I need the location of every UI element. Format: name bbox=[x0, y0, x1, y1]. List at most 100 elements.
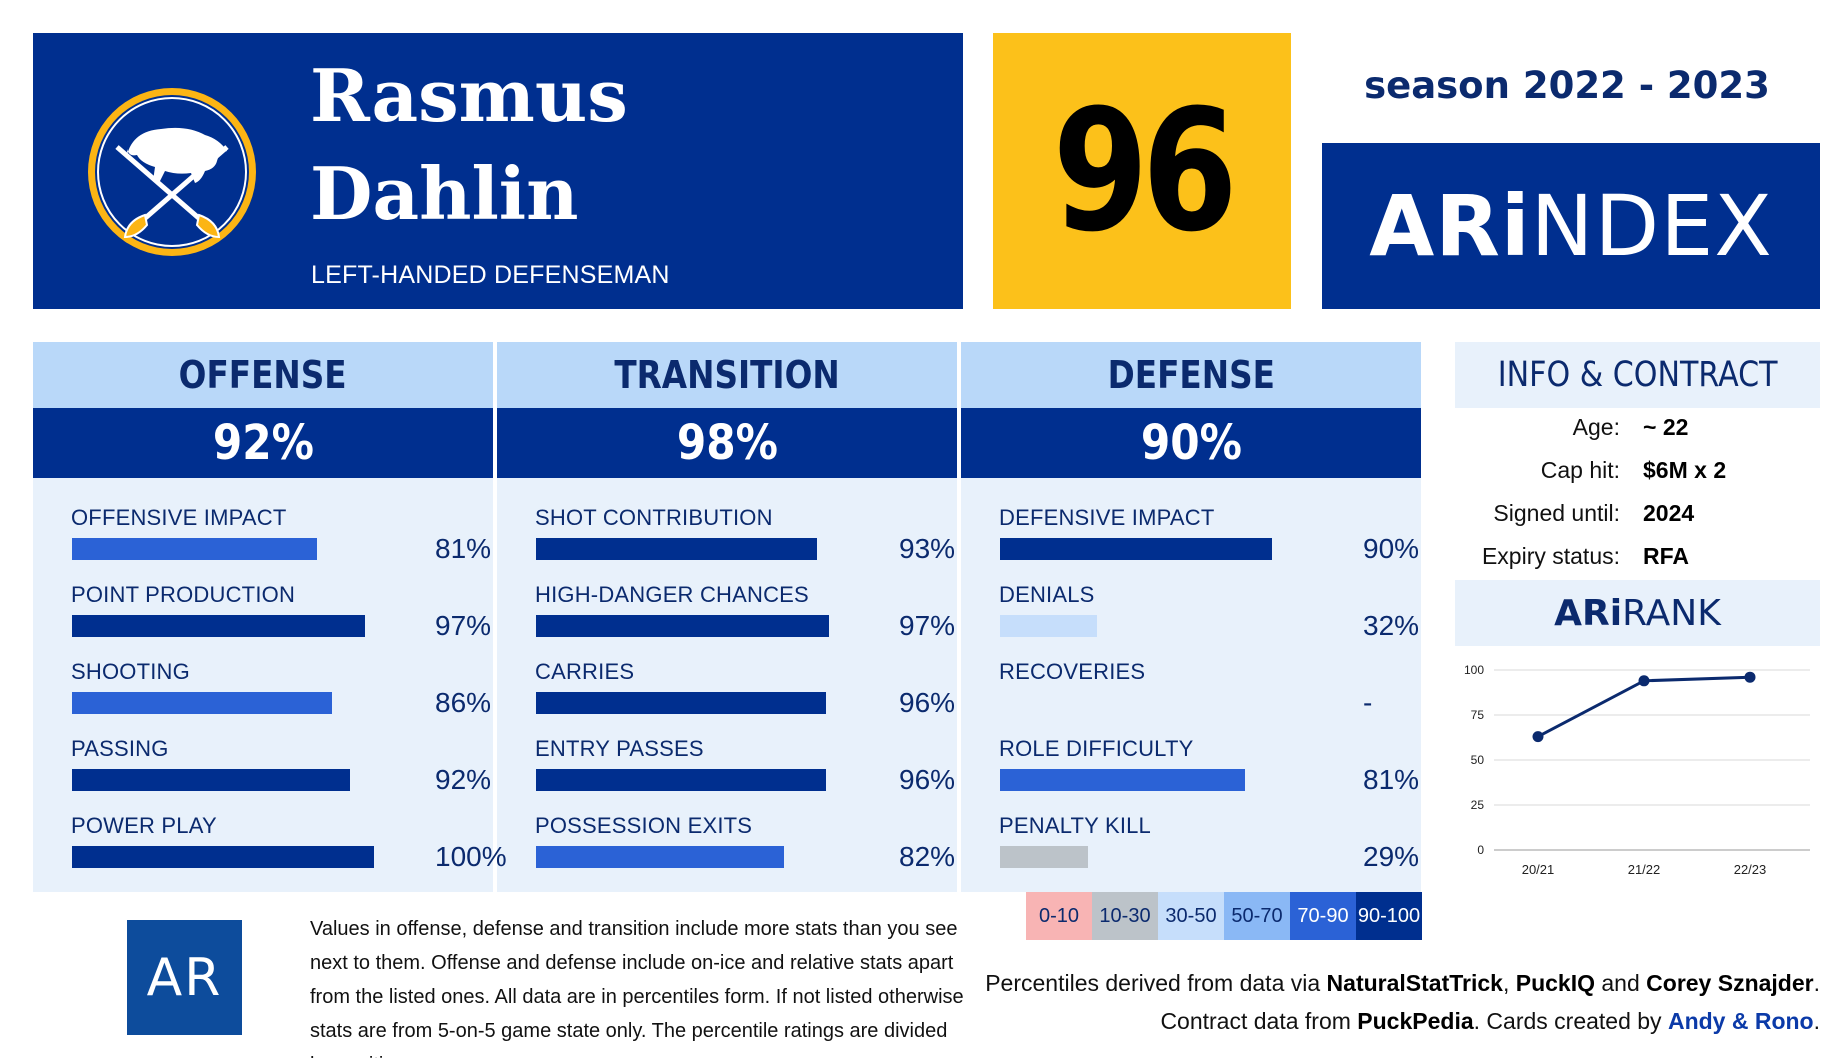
stat-label: OFFENSIVE IMPACT bbox=[71, 505, 287, 530]
transition-stat-row: POSSESSION EXITS 82% bbox=[535, 813, 955, 890]
transition-stat-row: CARRIES 96% bbox=[535, 659, 955, 736]
stat-bar bbox=[72, 538, 317, 560]
y-tick-label: 0 bbox=[1477, 843, 1484, 857]
y-tick-label: 75 bbox=[1471, 708, 1485, 722]
legend-item: 0-10 bbox=[1026, 892, 1092, 940]
stat-value: 82% bbox=[899, 841, 956, 872]
stat-bar bbox=[536, 692, 826, 714]
data-point bbox=[1744, 671, 1756, 683]
transition-stat-row: HIGH-DANGER CHANCES 97% bbox=[535, 582, 955, 659]
info-value: $6M x 2 bbox=[1643, 457, 1727, 483]
info-contract-title: INFO & CONTRACT bbox=[1455, 342, 1820, 408]
stat-bar bbox=[1000, 769, 1245, 791]
info-key: Signed until: bbox=[1493, 500, 1620, 526]
stat-value: 96% bbox=[899, 687, 956, 718]
stat-bar bbox=[72, 692, 332, 714]
stat-bar bbox=[72, 846, 374, 868]
stat-label: ROLE DIFFICULTY bbox=[999, 736, 1194, 761]
transition-title: TRANSITION bbox=[497, 342, 957, 408]
stat-label: POINT PRODUCTION bbox=[71, 582, 296, 607]
defense-stat-row: ROLE DIFFICULTY 81% bbox=[999, 736, 1419, 813]
stat-label: HIGH-DANGER CHANCES bbox=[535, 582, 809, 607]
info-value: RFA bbox=[1643, 543, 1689, 569]
stat-value: 96% bbox=[899, 764, 956, 795]
stat-label: DEFENSIVE IMPACT bbox=[999, 505, 1215, 530]
info-value: ~ 22 bbox=[1643, 414, 1689, 440]
stat-value: 97% bbox=[899, 610, 956, 641]
info-key: Age: bbox=[1572, 414, 1620, 440]
arindex-wordmark: ARiNDEX bbox=[1369, 177, 1773, 275]
legend-item: 70-90 bbox=[1290, 892, 1356, 940]
credit-authors: Andy & Rono bbox=[1667, 1008, 1814, 1034]
x-tick-label: 21/22 bbox=[1628, 862, 1661, 877]
ar-logo-text: AR bbox=[146, 947, 223, 1008]
disclaimer-text: Values in offense, defense and transitio… bbox=[310, 918, 964, 1058]
info-value: 2024 bbox=[1643, 500, 1695, 526]
data-credits: Percentiles derived from data via Natura… bbox=[985, 970, 1820, 996]
y-tick-label: 50 bbox=[1471, 753, 1485, 767]
stat-bar bbox=[1000, 615, 1097, 637]
info-row-signed-until: Signed until: 2024 bbox=[1455, 500, 1820, 536]
stat-value: 90% bbox=[1363, 533, 1420, 564]
player-position: LEFT-HANDED DEFENSEMAN bbox=[311, 261, 670, 289]
stat-value: 81% bbox=[435, 533, 492, 564]
player-last-name: Dahlin bbox=[310, 151, 579, 236]
offense-stat-row: POWER PLAY 100% bbox=[71, 813, 507, 890]
data-point bbox=[1638, 675, 1650, 687]
defense-stat-row: RECOVERIES - bbox=[999, 659, 1419, 736]
stat-bar bbox=[536, 538, 817, 560]
data-point bbox=[1532, 731, 1544, 743]
stat-value: 81% bbox=[1363, 764, 1420, 795]
y-tick-label: 25 bbox=[1471, 798, 1485, 812]
stat-value: 86% bbox=[435, 687, 492, 718]
info-row-cap-hit: Cap hit: $6M x 2 bbox=[1455, 457, 1820, 493]
stat-bar bbox=[72, 769, 350, 791]
transition-score: 98% bbox=[497, 408, 957, 478]
credit-corey-sznajder: Corey Sznajder bbox=[1646, 970, 1814, 996]
stat-bar bbox=[1000, 846, 1088, 868]
credit-naturalstattrick: NaturalStatTrick bbox=[1326, 970, 1503, 996]
x-tick-label: 22/23 bbox=[1734, 862, 1767, 877]
buffalo-sabres-logo-icon bbox=[88, 88, 256, 256]
legend-item: 90-100 bbox=[1356, 892, 1422, 940]
stat-label: ENTRY PASSES bbox=[535, 736, 704, 761]
offense-stat-row: OFFENSIVE IMPACT 81% bbox=[71, 505, 491, 582]
stat-value: 32% bbox=[1363, 610, 1420, 641]
stat-label: SHOT CONTRIBUTION bbox=[535, 505, 773, 530]
offense-stat-row: POINT PRODUCTION 97% bbox=[71, 582, 491, 659]
contract-credits: Contract data from PuckPedia. Cards crea… bbox=[1160, 1008, 1820, 1034]
info-row-expiry-status: Expiry status: RFA bbox=[1455, 543, 1820, 579]
stat-label: CARRIES bbox=[535, 659, 635, 684]
offense-stat-row: PASSING 92% bbox=[71, 736, 491, 813]
stat-value: 100% bbox=[435, 841, 507, 872]
offense-title: OFFENSE bbox=[33, 342, 493, 408]
player-first-name: Rasmus bbox=[310, 53, 628, 138]
arirank-title: ARi RANK bbox=[1455, 580, 1820, 646]
info-key: Cap hit: bbox=[1540, 457, 1620, 483]
overall-score-panel: 96 bbox=[993, 33, 1291, 309]
stat-bar bbox=[536, 846, 784, 868]
stat-label: DENIALS bbox=[999, 582, 1095, 607]
x-tick-label: 20/21 bbox=[1522, 862, 1555, 877]
stat-value: - bbox=[1363, 687, 1373, 718]
legend-item: 10-30 bbox=[1092, 892, 1158, 940]
stat-label: PENALTY KILL bbox=[999, 813, 1151, 838]
season-label: season 2022 - 2023 bbox=[1364, 64, 1770, 107]
stat-bar bbox=[1000, 538, 1272, 560]
stat-bar bbox=[536, 769, 826, 791]
ar-logo: AR bbox=[127, 920, 242, 1035]
stat-label: PASSING bbox=[71, 736, 169, 761]
stat-value: 92% bbox=[435, 764, 492, 795]
transition-stat-row: ENTRY PASSES 96% bbox=[535, 736, 955, 813]
info-row-age: Age: ~ 22 bbox=[1455, 414, 1820, 450]
arirank-line-chart: 0 25 50 75 100 20/21 21/22 22/23 bbox=[1464, 663, 1810, 877]
arindex-brand-panel: ARiNDEX bbox=[1322, 143, 1820, 309]
percentile-legend: 0-10 10-30 30-50 50-70 70-90 90-100 bbox=[1026, 892, 1422, 940]
offense-score: 92% bbox=[33, 408, 493, 478]
stat-label: POSSESSION EXITS bbox=[535, 813, 753, 838]
legend-item: 50-70 bbox=[1224, 892, 1290, 940]
credit-puckpedia: PuckPedia bbox=[1357, 1008, 1474, 1034]
info-key: Expiry status: bbox=[1481, 543, 1620, 569]
offense-stat-row: SHOOTING 86% bbox=[71, 659, 491, 736]
defense-score: 90% bbox=[961, 408, 1421, 478]
